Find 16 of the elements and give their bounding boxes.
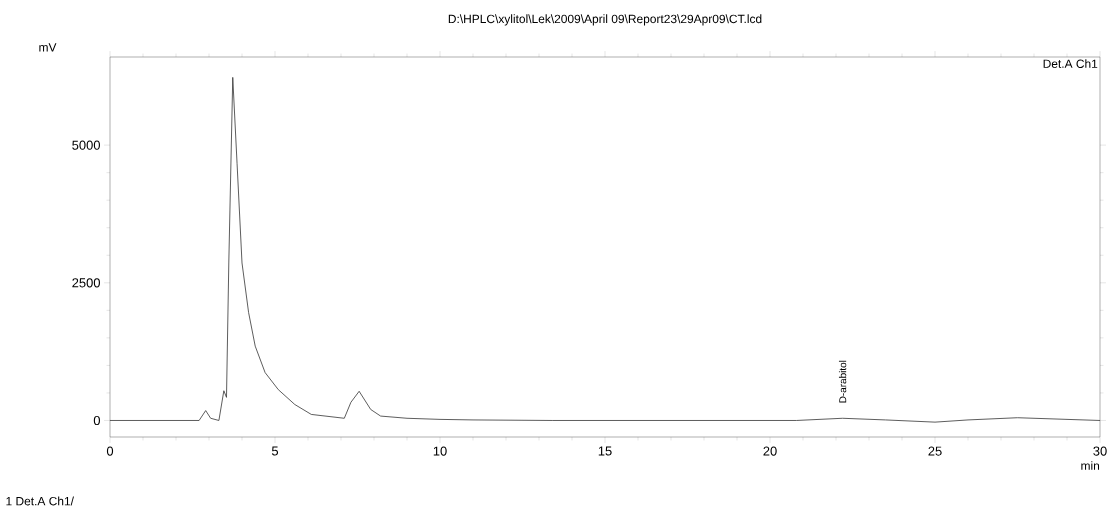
x-tick-label: 5 xyxy=(271,446,279,456)
text: 1 Det.A Ch1/ xyxy=(6,496,74,506)
x-tick-label: 15 xyxy=(598,446,612,456)
chart-title: D:\HPLC\xylitol\Lek\2009\April 09\Report23\29Apr09\CT.lcd xyxy=(448,14,762,26)
x-tick-label: 10 xyxy=(433,446,447,456)
y-axis-title: mV xyxy=(39,43,57,52)
y-tick-label: 2500 xyxy=(72,278,100,288)
y-tick-label: 5000 xyxy=(72,140,100,150)
annotation: Det.A Ch1 xyxy=(1043,59,1098,68)
annotation: D-arabitol xyxy=(838,360,847,403)
x-tick-label: 25 xyxy=(928,446,942,456)
x-axis-title: min xyxy=(1081,461,1100,470)
x-tick-label: 0 xyxy=(106,446,114,456)
x-tick-label: 30 xyxy=(1093,446,1107,456)
y-tick-label: 0 xyxy=(93,415,100,426)
x-tick-label: 20 xyxy=(763,446,777,456)
